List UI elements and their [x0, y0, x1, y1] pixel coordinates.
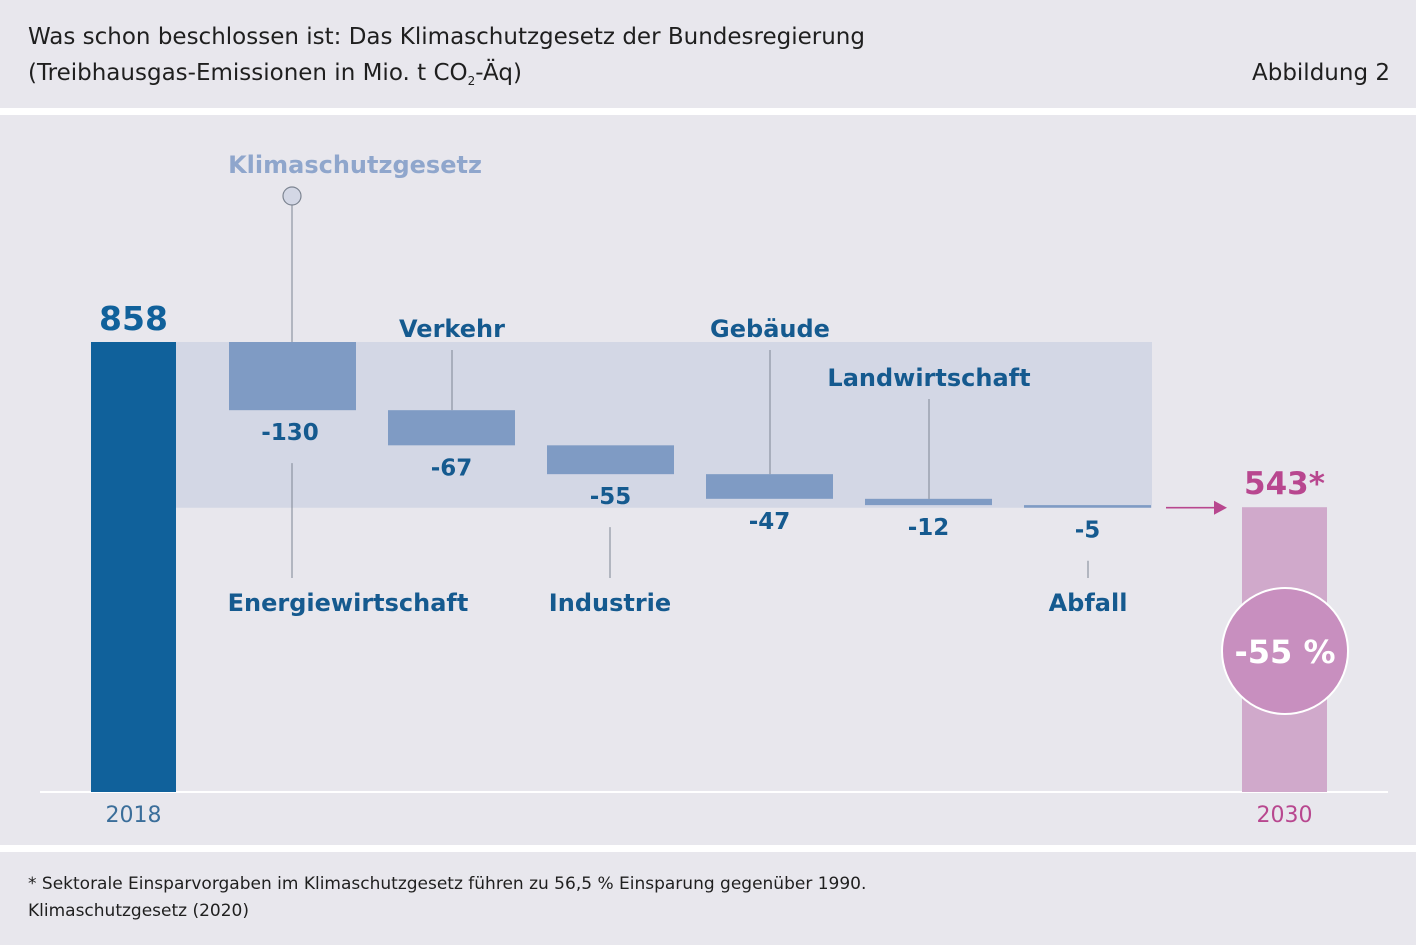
- value-label-verkehr: -67: [431, 455, 473, 481]
- value-label-energiewirtschaft: -130: [261, 420, 319, 446]
- bar-verkehr: [388, 410, 515, 445]
- bar-landwirtschaft: [865, 499, 992, 505]
- category-label-abfall: Abfall: [1049, 589, 1128, 617]
- arrow-head: [1214, 501, 1227, 515]
- reduction-label: -55 %: [1234, 633, 1335, 671]
- annotation-label: Klimaschutzgesetz: [228, 151, 482, 179]
- category-label-energiewirtschaft: Energiewirtschaft: [228, 589, 469, 617]
- footnote: * Sektorale Einsparvorgaben im Klimaschu…: [28, 874, 866, 894]
- category-label-industrie: Industrie: [549, 589, 671, 617]
- category-label-gebaeude: Gebäude: [710, 315, 830, 343]
- value-label-abfall: -5: [1075, 518, 1101, 544]
- value-label-landwirtschaft: -12: [908, 515, 950, 541]
- bar-2018: [91, 342, 176, 792]
- category-label-verkehr: Verkehr: [399, 315, 505, 343]
- bar-industrie: [547, 445, 674, 474]
- annotation-marker: [283, 187, 301, 205]
- value-label-gebaeude: -47: [749, 509, 791, 535]
- bar-gebaeude: [706, 474, 833, 499]
- waterfall-chart: 858 2018 -130 Energiewirtschaft -67 Verkehr -5…: [0, 0, 1416, 945]
- year-label-2030: 2030: [1257, 803, 1313, 828]
- value-label-2030: 543*: [1244, 466, 1325, 502]
- category-label-landwirtschaft: Landwirtschaft: [827, 364, 1030, 392]
- year-label-2018: 2018: [106, 803, 162, 828]
- bar-abfall: [1024, 505, 1151, 508]
- source-note: Klimaschutzgesetz (2020): [28, 901, 249, 921]
- bar-energiewirtschaft: [229, 342, 356, 410]
- value-label-industrie: -55: [590, 484, 632, 510]
- value-label-2018: 858: [99, 299, 168, 338]
